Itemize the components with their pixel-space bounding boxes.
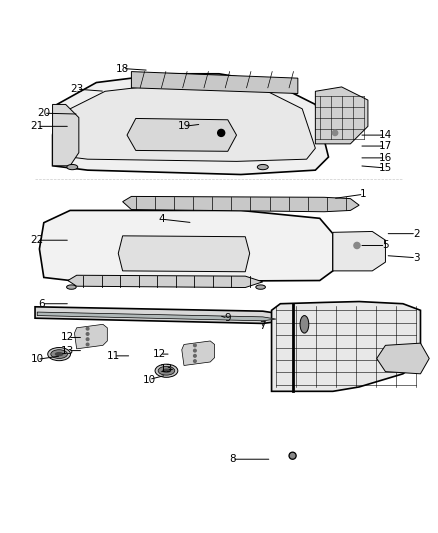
Text: 10: 10: [31, 354, 44, 365]
Circle shape: [86, 343, 89, 346]
Polygon shape: [377, 343, 429, 374]
Text: 4: 4: [159, 214, 166, 224]
Text: 2: 2: [413, 229, 420, 239]
Text: 18: 18: [116, 63, 129, 74]
Text: 15: 15: [379, 163, 392, 173]
Ellipse shape: [48, 348, 71, 361]
Circle shape: [218, 130, 225, 136]
Circle shape: [289, 452, 296, 459]
Circle shape: [194, 344, 196, 346]
Text: 13: 13: [61, 345, 74, 356]
Text: 8: 8: [229, 454, 236, 464]
Text: 21: 21: [31, 122, 44, 131]
Circle shape: [86, 333, 89, 335]
Ellipse shape: [67, 165, 78, 169]
Text: 12: 12: [61, 333, 74, 343]
Text: 7: 7: [259, 321, 266, 330]
Text: 20: 20: [37, 108, 50, 118]
Polygon shape: [127, 118, 237, 151]
Text: 19: 19: [177, 122, 191, 131]
Polygon shape: [315, 87, 368, 144]
Circle shape: [332, 130, 338, 135]
Ellipse shape: [55, 352, 64, 356]
Polygon shape: [123, 197, 359, 212]
Polygon shape: [182, 341, 215, 366]
Polygon shape: [333, 231, 385, 271]
Ellipse shape: [158, 366, 175, 375]
Text: 12: 12: [153, 349, 166, 359]
Polygon shape: [39, 211, 333, 281]
Text: 3: 3: [413, 253, 420, 263]
Circle shape: [194, 354, 196, 357]
Text: 17: 17: [379, 141, 392, 151]
Polygon shape: [131, 71, 298, 93]
Ellipse shape: [162, 368, 171, 373]
Ellipse shape: [256, 285, 265, 289]
Polygon shape: [118, 236, 250, 272]
Polygon shape: [272, 302, 420, 391]
Circle shape: [86, 338, 89, 341]
Polygon shape: [35, 307, 280, 324]
Text: 23: 23: [70, 84, 83, 94]
Circle shape: [290, 454, 295, 458]
Polygon shape: [37, 312, 276, 321]
Text: 6: 6: [38, 298, 45, 309]
Polygon shape: [53, 104, 79, 166]
Ellipse shape: [67, 285, 76, 289]
Polygon shape: [68, 275, 263, 287]
Text: 5: 5: [382, 240, 389, 251]
Text: 11: 11: [107, 351, 120, 361]
Text: 14: 14: [379, 130, 392, 140]
Text: 9: 9: [224, 313, 231, 323]
Circle shape: [354, 243, 360, 248]
Ellipse shape: [155, 364, 178, 377]
Text: 10: 10: [142, 375, 155, 384]
Text: 1: 1: [360, 189, 367, 199]
Text: 13: 13: [160, 365, 173, 374]
Circle shape: [194, 360, 196, 362]
Ellipse shape: [257, 165, 268, 169]
Ellipse shape: [300, 316, 309, 333]
Circle shape: [86, 327, 89, 330]
Polygon shape: [53, 74, 328, 174]
Polygon shape: [68, 85, 315, 161]
Text: 22: 22: [31, 235, 44, 245]
Circle shape: [194, 349, 196, 352]
Text: 16: 16: [379, 153, 392, 163]
Polygon shape: [74, 324, 107, 349]
Ellipse shape: [51, 350, 67, 359]
